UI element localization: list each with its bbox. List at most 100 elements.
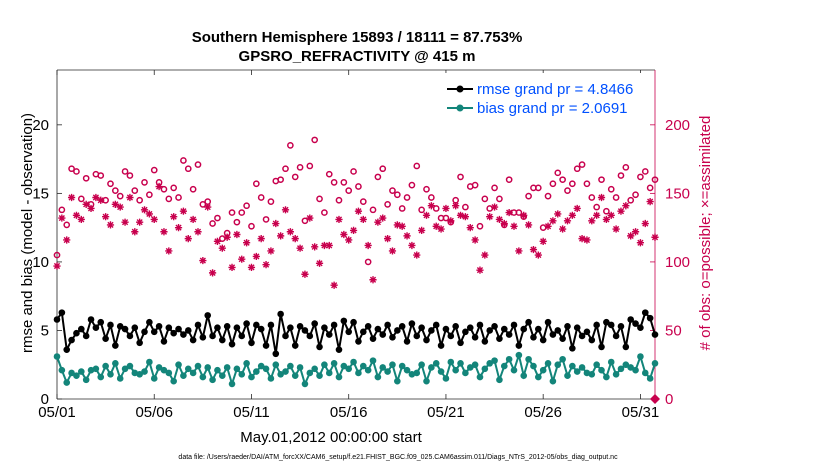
y2-tick-label: 0: [665, 391, 673, 408]
data-point: [374, 373, 382, 381]
data-point: [568, 211, 576, 219]
data-point: [398, 362, 406, 370]
data-point: [53, 353, 61, 360]
data-point: [160, 366, 168, 374]
data-point: [637, 353, 644, 360]
data-point: [495, 215, 504, 224]
data-point: [646, 184, 654, 192]
data-point: [408, 320, 416, 327]
data-point: [126, 172, 134, 179]
data-point: [321, 361, 328, 369]
data-point: [126, 193, 134, 202]
data-point: [228, 380, 236, 388]
data-point: [287, 324, 294, 332]
data-point: [471, 361, 479, 369]
data-point: [165, 324, 173, 332]
data-point: [520, 372, 528, 379]
data-point: [423, 336, 430, 344]
data-point: [447, 358, 455, 366]
data-point: [389, 187, 396, 194]
data-point: [67, 193, 76, 202]
data-point: [500, 325, 508, 333]
data-point: [646, 375, 654, 382]
data-point: [486, 213, 494, 221]
data-point: [189, 336, 197, 344]
data-point: [617, 207, 625, 215]
data-point: [641, 219, 649, 228]
data-point: [330, 360, 338, 367]
data-point: [345, 236, 353, 244]
data-point: [462, 369, 469, 377]
data-point: [63, 379, 71, 386]
data-point: [126, 332, 134, 340]
data-point: [612, 225, 620, 233]
data-point: [535, 373, 542, 381]
data-point: [369, 206, 377, 214]
data-point: [214, 214, 221, 222]
data-point: [651, 176, 659, 184]
data-point: [121, 365, 129, 373]
data-point: [248, 339, 255, 347]
data-point: [233, 365, 241, 373]
data-point: [272, 361, 280, 369]
data-point: [593, 321, 600, 329]
data-point: [228, 340, 236, 348]
data-point: [194, 321, 202, 329]
data-point: [199, 373, 207, 381]
data-point: [452, 323, 459, 330]
data-point: [525, 192, 532, 200]
data-point: [583, 236, 591, 244]
data-point: [209, 220, 216, 227]
data-point: [496, 376, 503, 384]
data-point: [549, 377, 557, 385]
data-point: [223, 233, 231, 241]
data-point: [77, 195, 85, 203]
data-point: [646, 314, 654, 322]
data-point: [136, 196, 144, 204]
data-point: [564, 372, 571, 379]
data-point: [588, 194, 596, 201]
data-point: [447, 332, 455, 340]
data-point: [214, 324, 221, 332]
data-point: [189, 185, 197, 193]
data-point: [423, 377, 430, 385]
data-point: [632, 191, 639, 199]
data-point: [364, 366, 372, 374]
data-point: [456, 211, 465, 219]
data-point: [593, 361, 600, 369]
data-point: [457, 360, 464, 367]
data-point: [350, 358, 357, 366]
data-point: [150, 375, 158, 382]
y-tick-label: 15: [32, 185, 49, 202]
data-point: [466, 224, 474, 232]
legend-bias-marker: [456, 104, 464, 112]
data-point: [53, 251, 61, 259]
data-point: [622, 361, 630, 369]
x-axis-label: May.01,2012 00:00:00 start: [240, 429, 422, 446]
data-point: [58, 309, 66, 316]
data-point: [315, 259, 324, 267]
y-tick-label: 5: [41, 322, 49, 339]
data-point: [335, 346, 343, 353]
data-point: [350, 318, 357, 326]
x-tick-label: 05/06: [135, 404, 173, 421]
data-point: [413, 251, 421, 259]
data-point: [126, 362, 134, 370]
data-point: [442, 375, 450, 382]
data-point: [63, 236, 71, 244]
data-point: [578, 235, 586, 243]
data-point: [369, 357, 377, 364]
data-point: [598, 343, 605, 351]
data-point: [272, 350, 280, 358]
data-point: [184, 165, 192, 173]
data-point: [559, 335, 566, 342]
data-point: [491, 357, 498, 364]
data-point: [335, 373, 343, 381]
data-point: [389, 361, 396, 369]
data-point: [622, 343, 630, 351]
data-point: [58, 214, 66, 222]
data-point: [529, 245, 538, 254]
data-point: [136, 218, 144, 226]
data-point: [510, 321, 518, 329]
